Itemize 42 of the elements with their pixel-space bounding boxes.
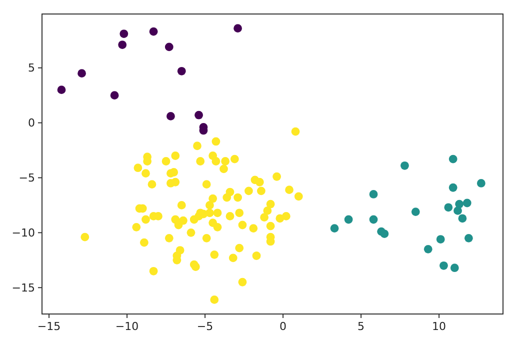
point [436, 235, 445, 244]
point [450, 264, 459, 272]
point [166, 112, 175, 120]
point [177, 66, 186, 76]
y-tick-label: −10 [12, 226, 35, 240]
point [476, 179, 486, 188]
y-tick-label: −15 [12, 281, 35, 294]
x-tick-label: 5 [358, 320, 365, 333]
x-tick-label: −15 [37, 320, 61, 333]
point [78, 69, 86, 78]
point [369, 215, 378, 224]
point [454, 206, 462, 215]
point [194, 110, 203, 120]
x-tick-label: −10 [115, 320, 139, 333]
point [110, 91, 119, 100]
point [118, 40, 127, 49]
point [234, 24, 242, 32]
point [455, 200, 464, 208]
x-tick-label: 10 [432, 320, 446, 333]
point [458, 214, 467, 223]
point [57, 86, 66, 94]
point [448, 154, 458, 164]
point [120, 30, 128, 38]
point [149, 27, 158, 36]
point [448, 183, 458, 192]
point [462, 198, 472, 208]
point [400, 161, 409, 170]
point [411, 208, 420, 216]
point [444, 203, 453, 212]
x-tick-label: −5 [196, 320, 214, 333]
y-tick-label: −5 [18, 172, 35, 185]
point [380, 230, 389, 238]
y-tick-label: 0 [28, 116, 35, 130]
point [344, 215, 353, 224]
point [424, 244, 432, 254]
point [369, 190, 378, 198]
point [330, 224, 339, 232]
point [440, 261, 448, 270]
point [464, 234, 473, 242]
y-tick-label: 5 [28, 62, 35, 75]
point [164, 42, 174, 52]
x-tick-label: 0 [280, 320, 287, 333]
